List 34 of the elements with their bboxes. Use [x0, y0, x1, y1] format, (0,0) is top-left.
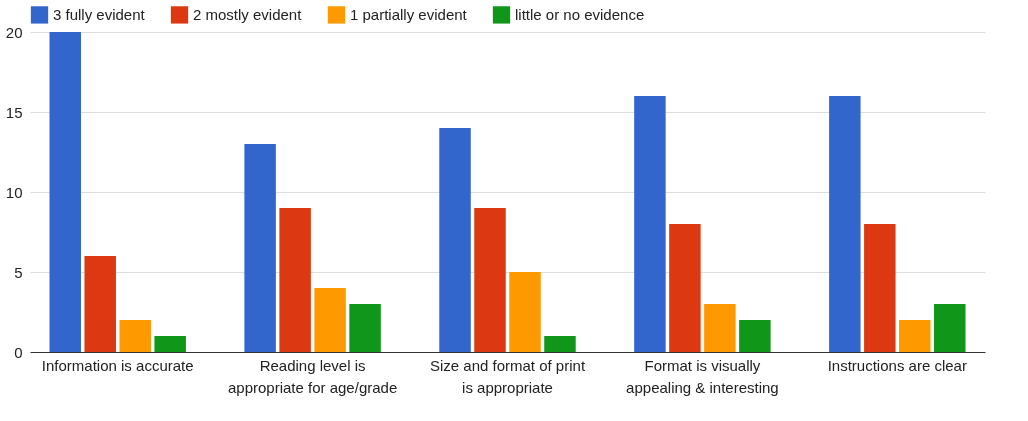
y-tick-label: 15	[5, 103, 23, 121]
bar	[119, 320, 151, 352]
x-tick-label: Instructions are clear	[827, 356, 967, 374]
bar	[349, 304, 381, 352]
bar	[509, 272, 541, 352]
bar	[634, 96, 666, 352]
legend-label: little or no evidence	[515, 5, 645, 23]
bar	[934, 304, 966, 352]
bar	[154, 336, 186, 352]
bar	[704, 304, 736, 352]
bar	[739, 320, 771, 352]
x-tick-label: Information is accurate	[41, 356, 194, 374]
bar	[49, 32, 81, 352]
y-tick-label: 10	[5, 183, 23, 201]
bar	[544, 336, 576, 352]
bar	[439, 128, 471, 352]
bar	[314, 288, 346, 352]
y-tick-label: 20	[5, 23, 23, 41]
x-tick-label: Reading level is appropriate for age/grade	[227, 356, 398, 396]
legend-label: 1 partially evident	[350, 5, 468, 23]
x-tick-label: Format is visually appealing & interesting	[626, 356, 779, 396]
bar	[669, 224, 701, 352]
x-tick-label: Size and format of print is appropriate	[429, 356, 586, 396]
y-tick-label: 5	[14, 263, 23, 281]
bar	[474, 208, 506, 352]
bar	[84, 256, 116, 352]
bar	[864, 224, 896, 352]
bar	[279, 208, 311, 352]
bar	[244, 144, 276, 352]
bar	[829, 96, 861, 352]
y-tick-label: 0	[14, 343, 23, 361]
legend-label: 3 fully evident	[53, 5, 146, 23]
bar	[899, 320, 931, 352]
legend-label: 2 mostly evident	[193, 5, 303, 23]
